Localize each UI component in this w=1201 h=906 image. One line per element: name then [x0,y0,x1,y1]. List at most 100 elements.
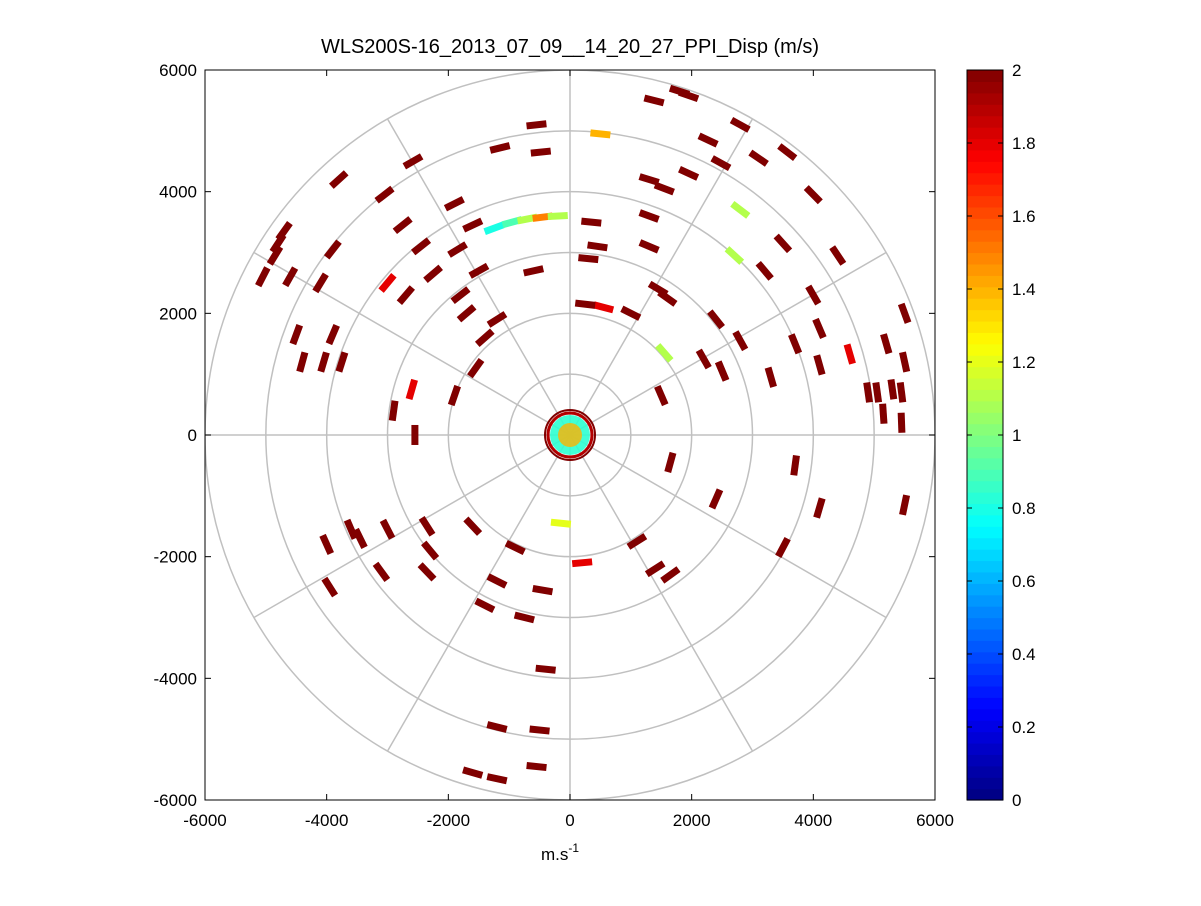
data-point [443,196,465,212]
x-tick-label: 2000 [673,811,711,830]
colorbar-segment [967,298,1003,311]
data-point [829,245,847,266]
colorbar-ticks: 0 0.2 0.4 0.6 0.8 1 1.2 1.4 1.6 1.8 2 [967,61,1036,810]
colorbar-segment [967,537,1003,550]
data-point [352,527,368,549]
data-point [463,516,483,536]
data-point [396,285,415,305]
data-point [879,403,888,424]
y-tick-label: -6000 [154,791,197,810]
data-point [447,384,461,407]
x-tick-label: 6000 [916,811,954,830]
plot-area: -6000 -4000 -2000 0 2000 4000 6000 -6000-4000-… [154,61,954,830]
colorbar-tick-label: 0.8 [1012,499,1036,518]
data-point [697,132,719,148]
data-point [317,351,330,373]
data-point [372,561,391,583]
colorbar-segment [967,218,1003,231]
y-axis-ticks: -6000 -4000 -2000 0 2000 4000 6000 [154,61,935,810]
colorbar-segment [967,480,1003,493]
colorbar-tick-label: 0.6 [1012,572,1036,591]
data-point [896,381,907,403]
data-point [388,400,399,422]
data-point [626,533,648,550]
y-tick-label: 2000 [159,304,197,323]
colorbar-segment [967,366,1003,379]
data-point [411,237,432,256]
colorbar-segment [967,674,1003,687]
x-tick-label: 0 [565,811,574,830]
data-point [678,166,700,181]
colorbar-segment [967,81,1003,94]
y-tick-label: -4000 [154,669,197,688]
data-point [803,185,823,205]
data-point [581,217,602,227]
colorbar-segment [967,423,1003,436]
data-point [655,343,674,363]
colorbar-segment [967,663,1003,676]
colorbar-tick-label: 1.4 [1012,280,1036,299]
colorbar-segment [967,343,1003,356]
data-point [447,241,468,258]
data-point [724,246,745,265]
colorbar-segment [967,138,1003,151]
data-point [486,721,508,733]
data-point [872,382,883,403]
colorbar-tick-label: 2 [1012,61,1021,80]
grid-ring-4 [265,130,875,740]
colorbar-tick-label: 0.2 [1012,718,1036,737]
colorbar-segment [967,127,1003,140]
data-point [812,317,827,340]
y-tick-label: 0 [188,426,197,445]
colorbar-segment [967,206,1003,219]
data-point [526,762,547,772]
data-layer [255,84,912,785]
data-point [644,560,666,578]
data-point [654,384,669,407]
colorbar-segment [967,742,1003,755]
data-point [587,241,608,252]
data-point [813,354,826,376]
x-axis-label-base: m.s [541,845,568,864]
data-point [411,424,419,445]
colorbar-tick-label: 1.6 [1012,207,1036,226]
data-point [863,382,873,403]
center-cluster-ring [546,411,594,459]
grid-ring-1 [447,312,693,558]
data-point [899,494,911,516]
data-point [421,540,440,561]
y-tick-label: -2000 [154,548,197,567]
data-point [887,378,898,400]
data-point [710,155,732,172]
data-point [592,301,615,314]
colorbar-segment [967,526,1003,539]
data-point [732,330,749,352]
colorbar-segment [967,514,1003,527]
data-point [462,766,484,779]
data-point [418,515,436,537]
data-point [296,351,309,373]
data-point [571,558,593,568]
data-point [664,451,677,473]
x-tick-label: -4000 [305,811,348,830]
colorbar-segment [967,104,1003,117]
data-point [532,584,554,596]
data-point [708,488,724,510]
data-point [530,147,552,157]
colorbar-segment [967,161,1003,174]
data-point [638,209,660,223]
data-point [456,304,477,323]
data-point [764,366,777,388]
colorbar-segment [967,731,1003,744]
colorbar-segment [967,651,1003,664]
data-point [468,262,490,279]
data-point [777,143,798,161]
colorbar-segment [967,435,1003,448]
colorbar-strip [967,70,1003,801]
colorbar-segment [967,184,1003,197]
data-point [775,537,791,558]
data-point [638,239,660,254]
colorbar-segment [967,469,1003,482]
colorbar-segment [967,115,1003,128]
